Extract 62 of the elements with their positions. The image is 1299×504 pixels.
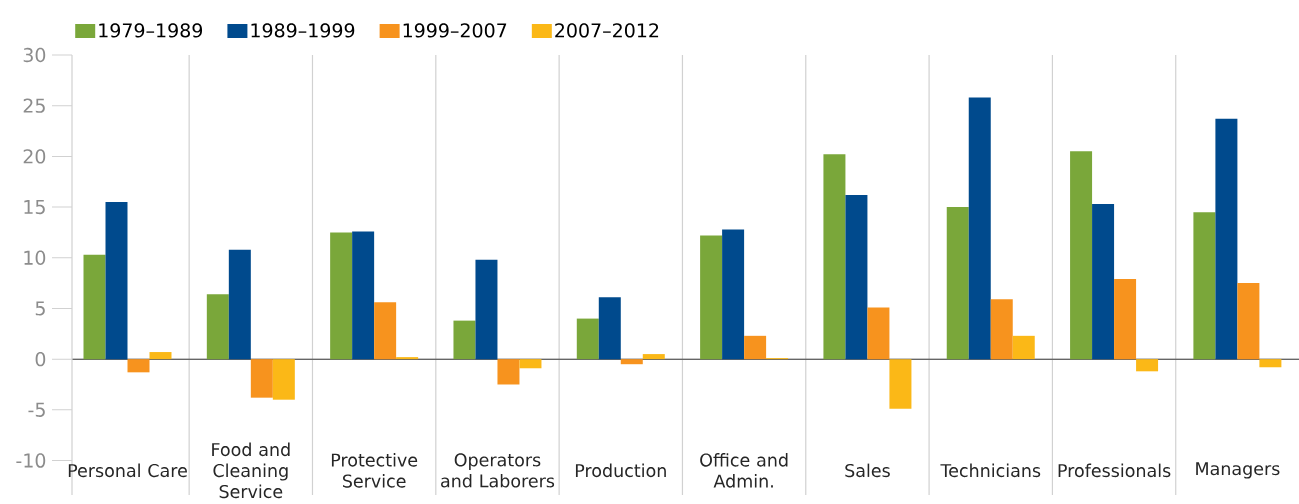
- y-tick-label: -10: [16, 453, 46, 468]
- bar: [576, 318, 599, 360]
- x-tick-label: Production: [575, 463, 666, 478]
- y-tick-label: 0: [35, 351, 46, 367]
- bar: [1114, 279, 1137, 360]
- bar: [352, 231, 375, 360]
- bar: [330, 232, 353, 360]
- bar: [149, 352, 172, 360]
- y-tick-label: 25: [23, 98, 45, 113]
- bar: [845, 194, 868, 360]
- y-tick-label: 5: [35, 301, 45, 316]
- bar: [497, 359, 520, 385]
- y-tick-label: -5: [28, 402, 45, 417]
- x-tick-label: Protective Service: [331, 453, 418, 488]
- legend-label: 2007–2012: [555, 23, 659, 38]
- bar: [620, 359, 643, 365]
- bar: [272, 359, 295, 400]
- bar: [642, 354, 665, 360]
- x-tick-label: Office and Admin.: [700, 453, 788, 488]
- bar: [823, 154, 846, 360]
- x-tick-label: Managers: [1196, 462, 1280, 479]
- y-tick-label: 15: [24, 200, 45, 215]
- bar: [83, 254, 106, 360]
- x-tick-label: Operators and Laborers: [441, 453, 555, 488]
- bar: [374, 302, 397, 360]
- bar: [867, 307, 890, 360]
- legend-label: 1999–2007: [403, 23, 507, 38]
- legend-label: 1989–1999: [251, 23, 355, 38]
- bar: [722, 229, 745, 360]
- bar: [475, 259, 498, 360]
- bar: [990, 299, 1013, 360]
- bar: [1259, 359, 1282, 368]
- bar: [250, 359, 273, 398]
- y-tick-label: 30: [23, 47, 46, 63]
- bar: [744, 335, 767, 360]
- bar: [1092, 204, 1115, 360]
- bar: [968, 97, 991, 360]
- bar: [1193, 212, 1216, 360]
- bar: [519, 359, 542, 369]
- x-tick-label: Professionals: [1058, 463, 1171, 478]
- bar: [889, 359, 912, 409]
- bar: [598, 297, 621, 360]
- bar: [127, 359, 150, 373]
- bar: [1136, 359, 1159, 372]
- bar: [105, 202, 128, 360]
- y-tick-label: 10: [24, 250, 46, 265]
- x-tick-label: Sales: [845, 463, 890, 478]
- x-tick-label: Technicians: [940, 463, 1041, 478]
- bar: [1237, 283, 1260, 360]
- bar: [1215, 118, 1238, 360]
- y-tick-label: 20: [23, 149, 46, 164]
- bar: [206, 294, 229, 360]
- bar: [1070, 151, 1093, 360]
- bar: [453, 320, 476, 360]
- x-tick-label: Personal Care: [68, 463, 187, 478]
- bar: [946, 207, 969, 360]
- bar: [228, 249, 251, 360]
- bar: [1012, 335, 1035, 360]
- bar: [396, 357, 419, 360]
- bar: [700, 235, 723, 360]
- x-tick-label: Food and Cleaning Service: [212, 442, 290, 499]
- legend-label: 1979–1989: [99, 23, 203, 38]
